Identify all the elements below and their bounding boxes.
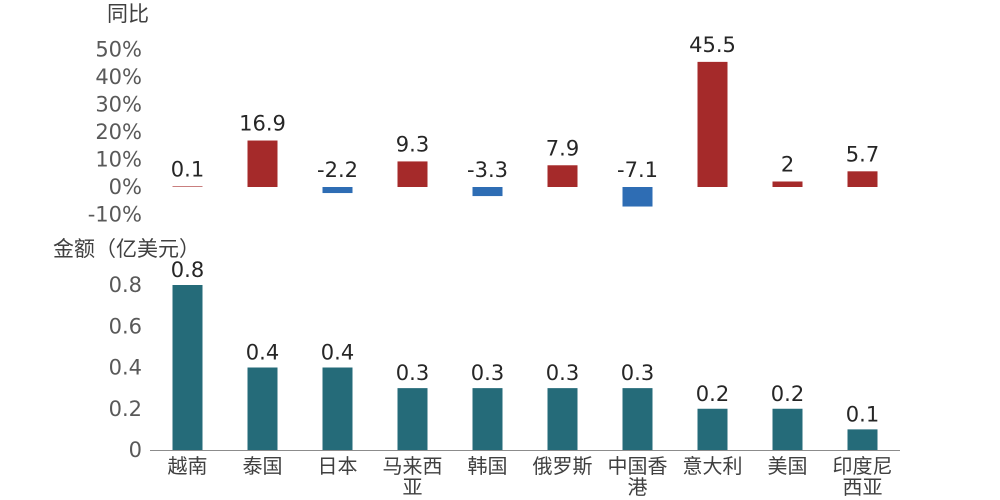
amount-data-label: 0.3 bbox=[396, 361, 429, 385]
category-label: 马来西 bbox=[383, 454, 443, 478]
yoy-axis-title: 同比 bbox=[107, 2, 149, 26]
yoy-data-label: 9.3 bbox=[396, 132, 429, 156]
amount-bar bbox=[247, 367, 278, 450]
amount-axis-title: 金额（亿美元） bbox=[53, 237, 200, 261]
yoy-y-tick-label: 30% bbox=[95, 93, 142, 117]
yoy-y-tick-label: -10% bbox=[88, 203, 142, 227]
amount-y-tick-label: 0.4 bbox=[109, 356, 142, 380]
category-label: 中国香 bbox=[608, 454, 668, 478]
amount-bar bbox=[322, 367, 353, 450]
amount-data-label: 0.4 bbox=[321, 341, 354, 365]
yoy-y-tick-label: 40% bbox=[95, 65, 142, 89]
yoy-y-ticks: 50% 40% 30% 20% 10% 0% -10% bbox=[88, 38, 142, 227]
yoy-bar bbox=[772, 181, 803, 187]
category-label: 印度尼 bbox=[833, 454, 893, 478]
amount-data-label: 0.2 bbox=[696, 382, 729, 406]
amount-bar bbox=[172, 285, 203, 450]
category-label: 俄罗斯 bbox=[533, 454, 593, 478]
yoy-bar bbox=[847, 171, 878, 187]
category-label: 亚 bbox=[403, 475, 423, 499]
amount-y-tick-label: 0.8 bbox=[109, 273, 142, 297]
amount-bars bbox=[172, 285, 878, 450]
yoy-bar bbox=[622, 187, 653, 207]
yoy-growth-panel: 同比 50% 40% 30% 20% 10% 0% -10% 0.1 16.9 -2.2 9.3 -… bbox=[88, 2, 879, 227]
amount-data-labels: 0.8 0.4 0.4 0.3 0.3 0.3 0.3 0.2 0.2 0.1 bbox=[171, 258, 879, 426]
yoy-data-label: 0.1 bbox=[171, 157, 204, 181]
yoy-bar bbox=[397, 161, 428, 187]
amount-bar bbox=[622, 388, 653, 450]
amount-data-label: 0.3 bbox=[621, 361, 654, 385]
category-label: 韩国 bbox=[468, 454, 508, 478]
yoy-bars bbox=[172, 61, 878, 207]
yoy-bar bbox=[472, 187, 503, 197]
amount-y-tick-label: 0 bbox=[129, 438, 142, 462]
yoy-y-tick-label: 50% bbox=[95, 38, 142, 62]
yoy-data-label: 7.9 bbox=[546, 136, 579, 160]
amount-bar bbox=[397, 388, 428, 450]
amount-y-tick-label: 0.2 bbox=[109, 397, 142, 421]
yoy-data-label: -2.2 bbox=[317, 158, 358, 182]
yoy-data-label: 45.5 bbox=[689, 33, 736, 57]
amount-data-label: 0.8 bbox=[171, 258, 204, 282]
amount-y-ticks: 0.8 0.6 0.4 0.2 0 bbox=[109, 273, 142, 462]
yoy-bar bbox=[697, 61, 728, 187]
amount-y-tick-label: 0.6 bbox=[109, 314, 142, 338]
amount-bar bbox=[547, 388, 578, 450]
category-label: 港 bbox=[628, 475, 648, 499]
amount-panel: 金额（亿美元） 0.8 0.6 0.4 0.2 0 0.8 0.4 0.4 0.3 0.3 0.3… bbox=[53, 237, 900, 499]
yoy-bar bbox=[247, 140, 278, 187]
category-label: 意大利 bbox=[683, 454, 743, 478]
yoy-y-tick-label: 10% bbox=[95, 148, 142, 172]
amount-bar bbox=[472, 388, 503, 450]
yoy-data-label: 16.9 bbox=[239, 112, 286, 136]
category-label: 西亚 bbox=[843, 475, 883, 499]
yoy-data-label: 5.7 bbox=[846, 142, 879, 166]
yoy-bar bbox=[322, 187, 353, 194]
yoy-bar bbox=[547, 165, 578, 187]
yoy-data-labels: 0.1 16.9 -2.2 9.3 -3.3 7.9 -7.1 45.5 2 5.7 bbox=[171, 33, 879, 182]
yoy-data-label: -7.1 bbox=[617, 158, 658, 182]
yoy-data-label: -3.3 bbox=[467, 158, 508, 182]
category-label: 泰国 bbox=[243, 454, 283, 478]
amount-data-label: 0.1 bbox=[846, 402, 879, 426]
amount-data-label: 0.4 bbox=[246, 341, 279, 365]
category-label: 美国 bbox=[768, 454, 808, 478]
amount-bar bbox=[772, 408, 803, 450]
category-label: 越南 bbox=[168, 454, 208, 478]
amount-data-label: 0.2 bbox=[771, 382, 804, 406]
amount-data-label: 0.3 bbox=[546, 361, 579, 385]
yoy-y-tick-label: 0% bbox=[109, 175, 142, 199]
category-label: 日本 bbox=[318, 454, 358, 478]
amount-bar bbox=[847, 429, 878, 450]
yoy-data-label: 2 bbox=[781, 153, 794, 177]
yoy-y-tick-label: 20% bbox=[95, 120, 142, 144]
amount-bar bbox=[697, 408, 728, 450]
amount-data-label: 0.3 bbox=[471, 361, 504, 385]
yoy-bar bbox=[172, 186, 203, 187]
